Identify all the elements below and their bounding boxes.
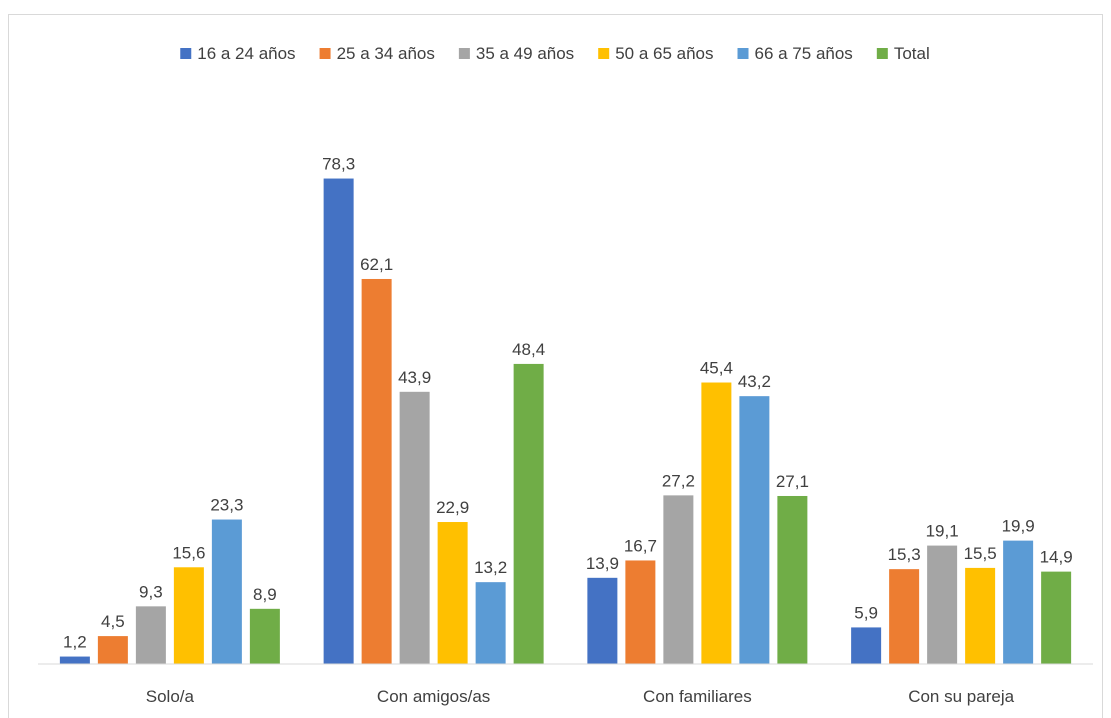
data-label: 8,9 — [253, 585, 277, 604]
bar-2-2 — [361, 278, 392, 664]
data-label: 22,9 — [436, 498, 469, 517]
bar-2-1 — [323, 178, 354, 665]
data-label: 48,4 — [512, 340, 545, 359]
bar-3-2 — [625, 560, 656, 664]
data-label: 78,3 — [322, 155, 355, 174]
data-label: 19,1 — [926, 522, 959, 541]
bar-4-5 — [1003, 540, 1034, 664]
bar-1-6 — [249, 608, 280, 664]
x-tick-label: Con su pareja — [908, 687, 1014, 706]
legend-swatch — [319, 48, 331, 59]
bar-1-2 — [97, 636, 128, 664]
legend-label: Total — [894, 44, 930, 63]
bar-2-3 — [399, 391, 430, 664]
bar-3-3 — [663, 495, 694, 664]
legend-item: Total — [876, 44, 930, 63]
data-label: 15,5 — [964, 544, 997, 563]
data-label: 23,3 — [210, 496, 243, 515]
legend-label: 25 a 34 años — [337, 44, 435, 63]
bar-3-1 — [587, 577, 618, 664]
data-label: 5,9 — [854, 603, 878, 622]
bar-4-1 — [851, 627, 882, 664]
legend: 16 a 24 años 25 a 34 años 35 a 49 años 50 a… — [180, 44, 930, 63]
bar-1-5 — [211, 519, 242, 664]
x-tick-label: Solo/a — [146, 687, 195, 706]
bars — [59, 178, 1072, 665]
data-label: 9,3 — [139, 582, 163, 601]
legend-item: 50 a 65 años — [598, 44, 714, 63]
data-label: 13,9 — [586, 554, 619, 573]
data-label: 45,4 — [700, 359, 733, 378]
legend-label: 50 a 65 años — [615, 44, 713, 63]
legend-item: 66 a 75 años — [737, 44, 853, 63]
data-label: 15,3 — [888, 545, 921, 564]
bar-2-4 — [437, 522, 468, 664]
data-label: 27,2 — [662, 471, 695, 490]
bar-1-4 — [173, 567, 204, 664]
legend-swatch — [876, 48, 888, 59]
legend-label: 35 a 49 años — [476, 44, 574, 63]
legend-item: 25 a 34 años — [319, 44, 435, 63]
legend-label: 66 a 75 años — [755, 44, 853, 63]
legend-swatch — [737, 48, 749, 59]
bar-4-2 — [889, 569, 920, 664]
legend-swatch — [598, 48, 610, 59]
legend-item: 16 a 24 años — [180, 44, 296, 63]
data-label: 13,2 — [474, 558, 507, 577]
data-label: 27,1 — [776, 472, 809, 491]
data-labels: 1,2 4,5 9,3 15,6 23,3 8,9 78,3 62,1 43,9 22,9 13,2… — [63, 155, 1073, 652]
data-label: 43,9 — [398, 368, 431, 387]
legend-item: 35 a 49 años — [458, 44, 574, 63]
data-label: 19,9 — [1002, 517, 1035, 536]
bar-3-5 — [739, 396, 770, 664]
data-label: 62,1 — [360, 255, 393, 274]
bar-1-1 — [59, 656, 90, 664]
legend-swatch — [458, 48, 470, 59]
x-axis-tick-labels: Solo/a Con amigos/as Con familiares Con su … — [146, 687, 1015, 706]
bar-4-6 — [1041, 571, 1072, 664]
data-label: 1,2 — [63, 633, 87, 652]
legend-label: 16 a 24 años — [197, 44, 295, 63]
x-tick-label: Con amigos/as — [377, 687, 490, 706]
data-label: 15,6 — [172, 543, 205, 562]
data-label: 14,9 — [1040, 548, 1073, 567]
data-label: 43,2 — [738, 372, 771, 391]
bar-3-4 — [701, 382, 732, 664]
data-label: 4,5 — [101, 612, 125, 631]
bar-2-5 — [475, 582, 506, 664]
bar-3-6 — [777, 495, 808, 664]
x-tick-label: Con familiares — [643, 687, 752, 706]
data-label: 16,7 — [624, 536, 657, 555]
legend-swatch — [180, 48, 192, 59]
bar-4-3 — [927, 545, 958, 664]
bar-2-6 — [513, 363, 544, 664]
bar-4-4 — [965, 567, 996, 664]
bar-1-3 — [135, 606, 166, 664]
